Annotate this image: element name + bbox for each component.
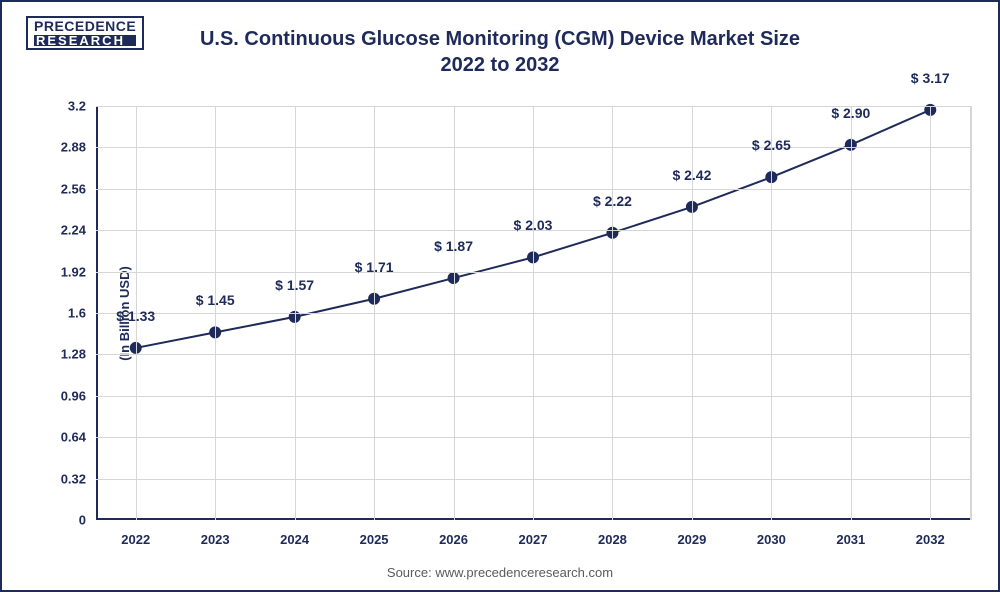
x-tick-label: 2026 — [439, 520, 468, 547]
y-tick-label: 0.32 — [61, 471, 96, 486]
data-point-label: $ 1.57 — [275, 277, 314, 293]
data-point-label: $ 3.17 — [911, 70, 950, 86]
y-tick-label: 1.92 — [61, 264, 96, 279]
chart-title-line2: 2022 to 2032 — [441, 54, 560, 76]
y-tick-label: 0 — [79, 513, 96, 528]
gridline-v — [374, 106, 375, 520]
gridline-v — [295, 106, 296, 520]
data-point-label: $ 2.22 — [593, 193, 632, 209]
gridline-v — [215, 106, 216, 520]
x-tick-label: 2027 — [519, 520, 548, 547]
gridline-v — [612, 106, 613, 520]
y-tick-label: 1.28 — [61, 347, 96, 362]
x-tick-label: 2031 — [836, 520, 865, 547]
x-tick-label: 2022 — [121, 520, 150, 547]
data-point-label: $ 2.90 — [831, 105, 870, 121]
data-point-label: $ 1.33 — [116, 308, 155, 324]
plot-area: (In Billion USD) 00.320.640.961.281.61.9… — [96, 106, 972, 520]
x-tick-label: 2028 — [598, 520, 627, 547]
gridline-v — [930, 106, 931, 520]
gridline-v — [454, 106, 455, 520]
chart-title-line1: U.S. Continuous Glucose Monitoring (CGM)… — [200, 28, 800, 50]
y-tick-label: 2.24 — [61, 223, 96, 238]
y-tick-label: 3.2 — [68, 99, 96, 114]
data-point-label: $ 1.71 — [355, 259, 394, 275]
x-tick-label: 2030 — [757, 520, 786, 547]
x-tick-label: 2032 — [916, 520, 945, 547]
x-tick-label: 2025 — [360, 520, 389, 547]
gridline-v — [851, 106, 852, 520]
y-tick-label: 2.56 — [61, 181, 96, 196]
x-tick-label: 2029 — [677, 520, 706, 547]
data-point-label: $ 2.65 — [752, 137, 791, 153]
x-tick-label: 2023 — [201, 520, 230, 547]
data-point-label: $ 2.03 — [514, 217, 553, 233]
y-tick-label: 0.96 — [61, 388, 96, 403]
x-tick-label: 2024 — [280, 520, 309, 547]
source-text: Source: www.precedenceresearch.com — [2, 565, 998, 580]
y-tick-label: 2.88 — [61, 140, 96, 155]
data-point-label: $ 2.42 — [672, 167, 711, 183]
gridline-v — [771, 106, 772, 520]
y-tick-label: 1.6 — [68, 306, 96, 321]
data-point-label: $ 1.45 — [196, 292, 235, 308]
chart-title: U.S. Continuous Glucose Monitoring (CGM)… — [2, 26, 998, 78]
data-point-label: $ 1.87 — [434, 238, 473, 254]
gridline-v — [533, 106, 534, 520]
y-tick-label: 0.64 — [61, 430, 96, 445]
